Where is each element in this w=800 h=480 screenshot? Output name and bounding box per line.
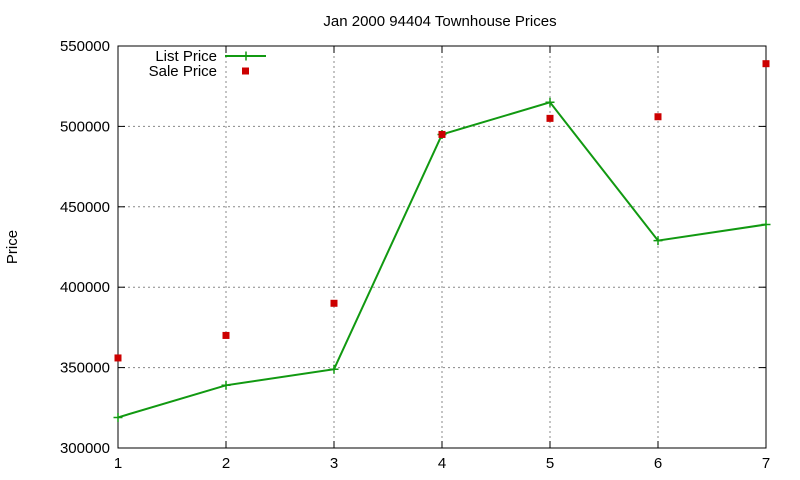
- sale-price-point: [546, 114, 554, 122]
- y-tick-labels: 300000 350000 400000 450000 500000 550000: [60, 38, 110, 457]
- x-tick-label: 5: [546, 455, 554, 472]
- y-tick-label: 350000: [60, 360, 110, 377]
- x-tick-label: 1: [114, 455, 122, 472]
- sale-price-point: [438, 130, 446, 138]
- list-price-point: [761, 219, 771, 229]
- chart-title: Jan 2000 94404 Townhouse Prices: [323, 13, 556, 30]
- legend: List Price Sale Price: [149, 48, 266, 80]
- legend-label-list-price: List Price: [155, 48, 217, 65]
- list-price-point: [113, 412, 123, 422]
- x-tick-label: 3: [330, 455, 338, 472]
- y-tick-label: 450000: [60, 199, 110, 216]
- list-price-point: [545, 97, 555, 107]
- legend-label-sale-price: Sale Price: [149, 63, 217, 80]
- sale-price-point: [114, 354, 122, 362]
- sale-price-point: [330, 299, 338, 307]
- sale-price-point: [654, 113, 662, 121]
- y-tick-label: 300000: [60, 440, 110, 457]
- legend-marker-list-price: [241, 51, 251, 61]
- list-price-point: [653, 236, 663, 246]
- y-tick-label: 500000: [60, 118, 110, 135]
- list-price-point: [329, 364, 339, 374]
- y-axis-label: Price: [4, 230, 21, 264]
- sale-price-point: [222, 331, 230, 339]
- series-layer: [113, 60, 771, 422]
- x-tick-label: 7: [762, 455, 770, 472]
- y-tick-label: 550000: [60, 38, 110, 55]
- x-tick-label: 4: [438, 455, 446, 472]
- x-tick-labels: 1 2 3 4 5 6 7: [114, 455, 770, 472]
- list-price-point: [221, 380, 231, 390]
- x-tick-label: 6: [654, 455, 662, 472]
- sale-price-point: [762, 60, 770, 68]
- y-tick-label: 400000: [60, 279, 110, 296]
- axis-ticks: [117, 45, 767, 449]
- x-tick-label: 2: [222, 455, 230, 472]
- legend-marker-sale-price: [242, 67, 249, 75]
